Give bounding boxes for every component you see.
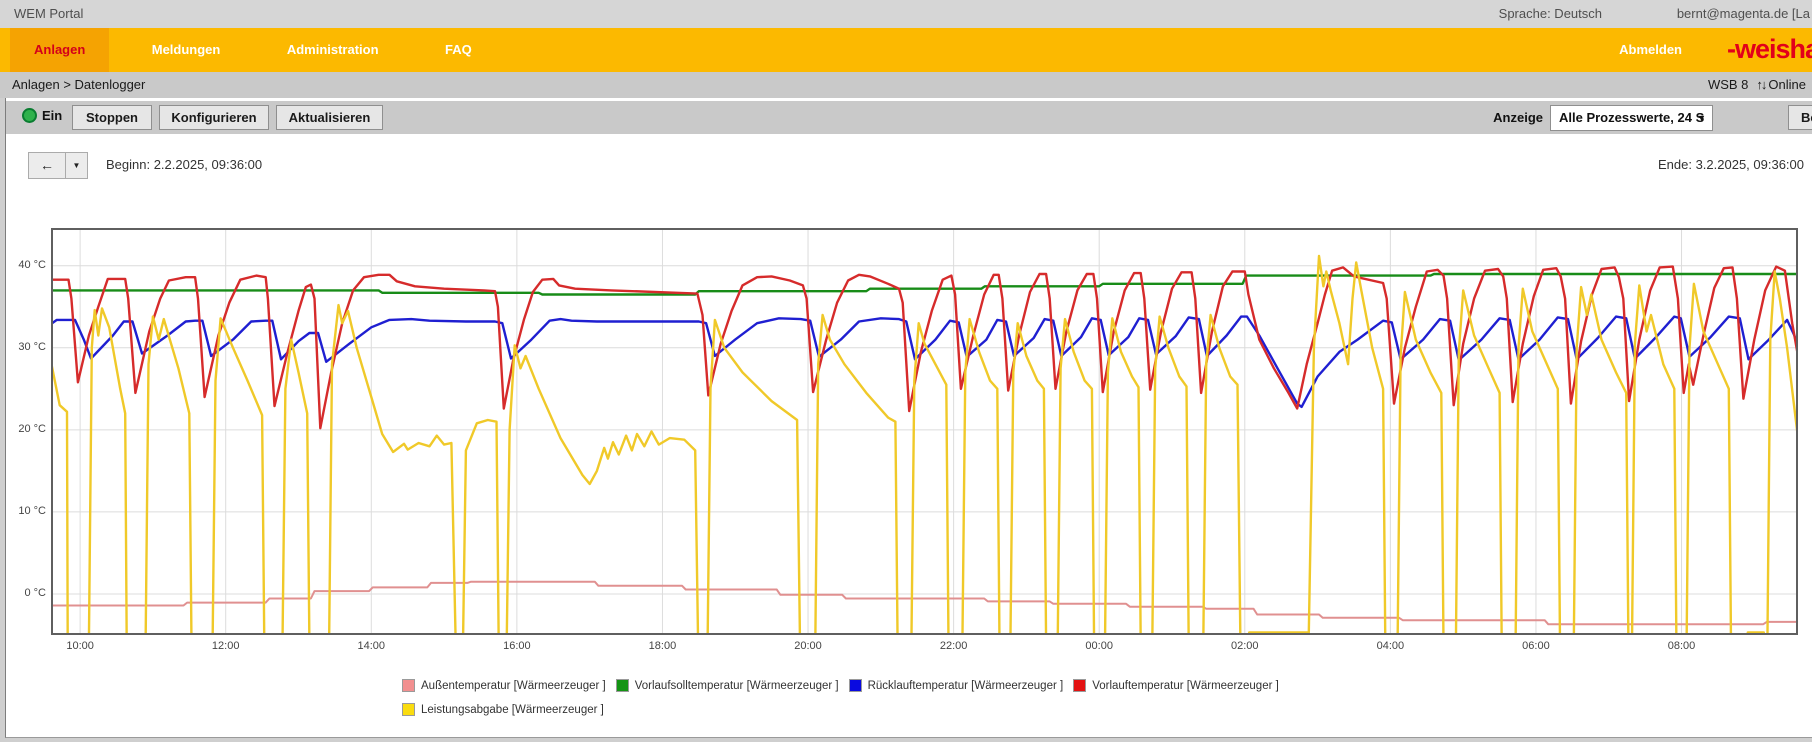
x-tick-label: 22:00 [939, 640, 968, 652]
stop-button[interactable]: Stoppen [72, 105, 152, 130]
legend-item: Rücklauftemperatur [Wärmeerzeuger ] [848, 678, 1064, 693]
legend-item: Leistungsabgabe [Wärmeerzeuger ] [402, 702, 604, 717]
legend-item: Vorlaufsolltemperatur [Wärmeerzeuger ] [615, 678, 839, 693]
tab-faq[interactable]: FAQ [445, 42, 472, 57]
display-label: Anzeige [1493, 110, 1543, 125]
line-chart [51, 228, 1798, 635]
x-tick-label: 20:00 [794, 640, 822, 652]
legend-label: Leistungsabgabe [Wärmeerzeuger ] [421, 703, 604, 716]
begin-timestamp: Beginn: 2.2.2025, 09:36:00 [106, 157, 263, 172]
x-tick-label: 14:00 [357, 640, 386, 652]
series-line-1 [51, 272, 1798, 296]
language-selector[interactable]: Sprache: Deutsch [1498, 6, 1602, 21]
tab-meldungen[interactable]: Meldungen [151, 42, 221, 57]
y-tick-label: 40 °C [18, 258, 46, 271]
state-on-indicator-icon [22, 108, 37, 123]
logged-in-user: bernt@magenta.de [La [1676, 6, 1810, 21]
legend-label: Vorlaufsolltemperatur [Wärmeerzeuger ] [634, 679, 839, 692]
date-navigation: ← ▼ Beginn: 2.2.2025, 09:36:00 Ende: 3.2… [6, 150, 1812, 184]
title-bar: WEM Portal Sprache: Deutsch bernt@magent… [0, 0, 1812, 28]
x-tick-label: 16:00 [503, 640, 531, 652]
x-tick-label: 10:00 [66, 640, 94, 652]
legend-label: Vorlauftemperatur [Wärmeerzeuger ] [1092, 679, 1279, 692]
app-title: WEM Portal [14, 6, 84, 21]
series-line-4 [51, 254, 1798, 635]
y-axis-labels: 40 °C 30 °C 20 °C 10 °C 0 °C [6, 228, 46, 635]
previous-period-button[interactable]: ← ▼ [28, 152, 88, 179]
refresh-button[interactable]: Aktualisieren [276, 105, 383, 130]
legend-swatch-icon [402, 703, 415, 716]
legend-items: Außentemperatur [Wärmeerzeuger ] Vorlaufs… [402, 678, 1417, 717]
x-tick-label: 02:00 [1231, 640, 1259, 652]
breadcrumb-bar: Anlagen > Datenlogger WSB 8 ↑↓ Online [0, 72, 1812, 98]
chevron-down-icon: ▼ [1697, 113, 1706, 123]
up-down-arrows-icon: ↑↓ [1756, 77, 1767, 92]
x-tick-label: 08:00 [1667, 640, 1696, 652]
datalogger-panel: Ein Stoppen Konfigurieren Aktualisieren … [5, 98, 1812, 738]
breadcrumb: Anlagen > Datenlogger [12, 77, 146, 92]
y-tick-label: 20 °C [18, 422, 46, 435]
online-status: Online [1768, 77, 1806, 92]
y-tick-label: 30 °C [18, 340, 46, 353]
main-navbar: Anlagen Meldungen Administration FAQ Abm… [0, 28, 1812, 72]
x-tick-label: 04:00 [1376, 640, 1405, 652]
x-axis-labels: 10:00 12:00 14:00 16:00 18:00 20:00 22:00 00:00… [51, 640, 1798, 656]
chart-legend: Außentemperatur [Wärmeerzeuger ] Vorlaufs… [6, 678, 1812, 717]
display-select-value: Alle Prozesswerte, 24 S [1559, 110, 1705, 125]
x-tick-label: 18:00 [648, 640, 677, 652]
left-arrow-icon[interactable]: ← [29, 153, 66, 178]
x-tick-label: 12:00 [211, 640, 240, 652]
legend-item: Vorlauftemperatur [Wärmeerzeuger ] [1073, 678, 1279, 693]
legend-swatch-icon [1073, 679, 1087, 692]
plot-border [51, 228, 1798, 635]
tab-administration[interactable]: Administration [286, 42, 379, 57]
chart-plot-area [51, 228, 1798, 635]
legend-label: Rücklauftemperatur [Wärmeerzeuger ] [867, 679, 1064, 692]
logout-button[interactable]: Abmelden [1619, 42, 1682, 57]
series-line-0 [51, 580, 1798, 626]
state-label: Ein [42, 108, 63, 123]
tab-anlagen[interactable]: Anlagen [10, 28, 110, 72]
legend-swatch-icon [402, 679, 415, 692]
chevron-down-icon[interactable]: ▼ [72, 161, 81, 170]
series-line-2 [51, 315, 1798, 409]
weishaupt-logo: -weisha [1727, 34, 1812, 64]
configure-button[interactable]: Konfigurieren [159, 105, 269, 130]
edit-button[interactable]: Be [1788, 105, 1812, 130]
end-timestamp: Ende: 3.2.2025, 09:36:00 [1657, 157, 1804, 172]
legend-swatch-icon [848, 679, 862, 692]
series-line-3 [51, 265, 1798, 430]
nav-tabs: Anlagen Meldungen Administration FAQ [10, 28, 496, 72]
display-select[interactable]: Alle Prozesswerte, 24 S ▼ [1550, 105, 1713, 131]
logger-state: Ein [22, 108, 62, 123]
legend-swatch-icon [615, 679, 629, 692]
x-tick-label: 00:00 [1085, 640, 1113, 652]
datalogger-toolbar: Ein Stoppen Konfigurieren Aktualisieren … [6, 101, 1812, 134]
device-status: WSB 8 ↑↓ Online [1708, 77, 1806, 92]
y-tick-label: 10 °C [18, 504, 46, 517]
device-name: WSB 8 [1707, 77, 1749, 92]
legend-item: Außentemperatur [Wärmeerzeuger ] [402, 678, 606, 693]
legend-label: Außentemperatur [Wärmeerzeuger ] [421, 679, 606, 692]
x-tick-label: 06:00 [1522, 640, 1550, 652]
y-tick-label: 0 °C [24, 586, 46, 599]
